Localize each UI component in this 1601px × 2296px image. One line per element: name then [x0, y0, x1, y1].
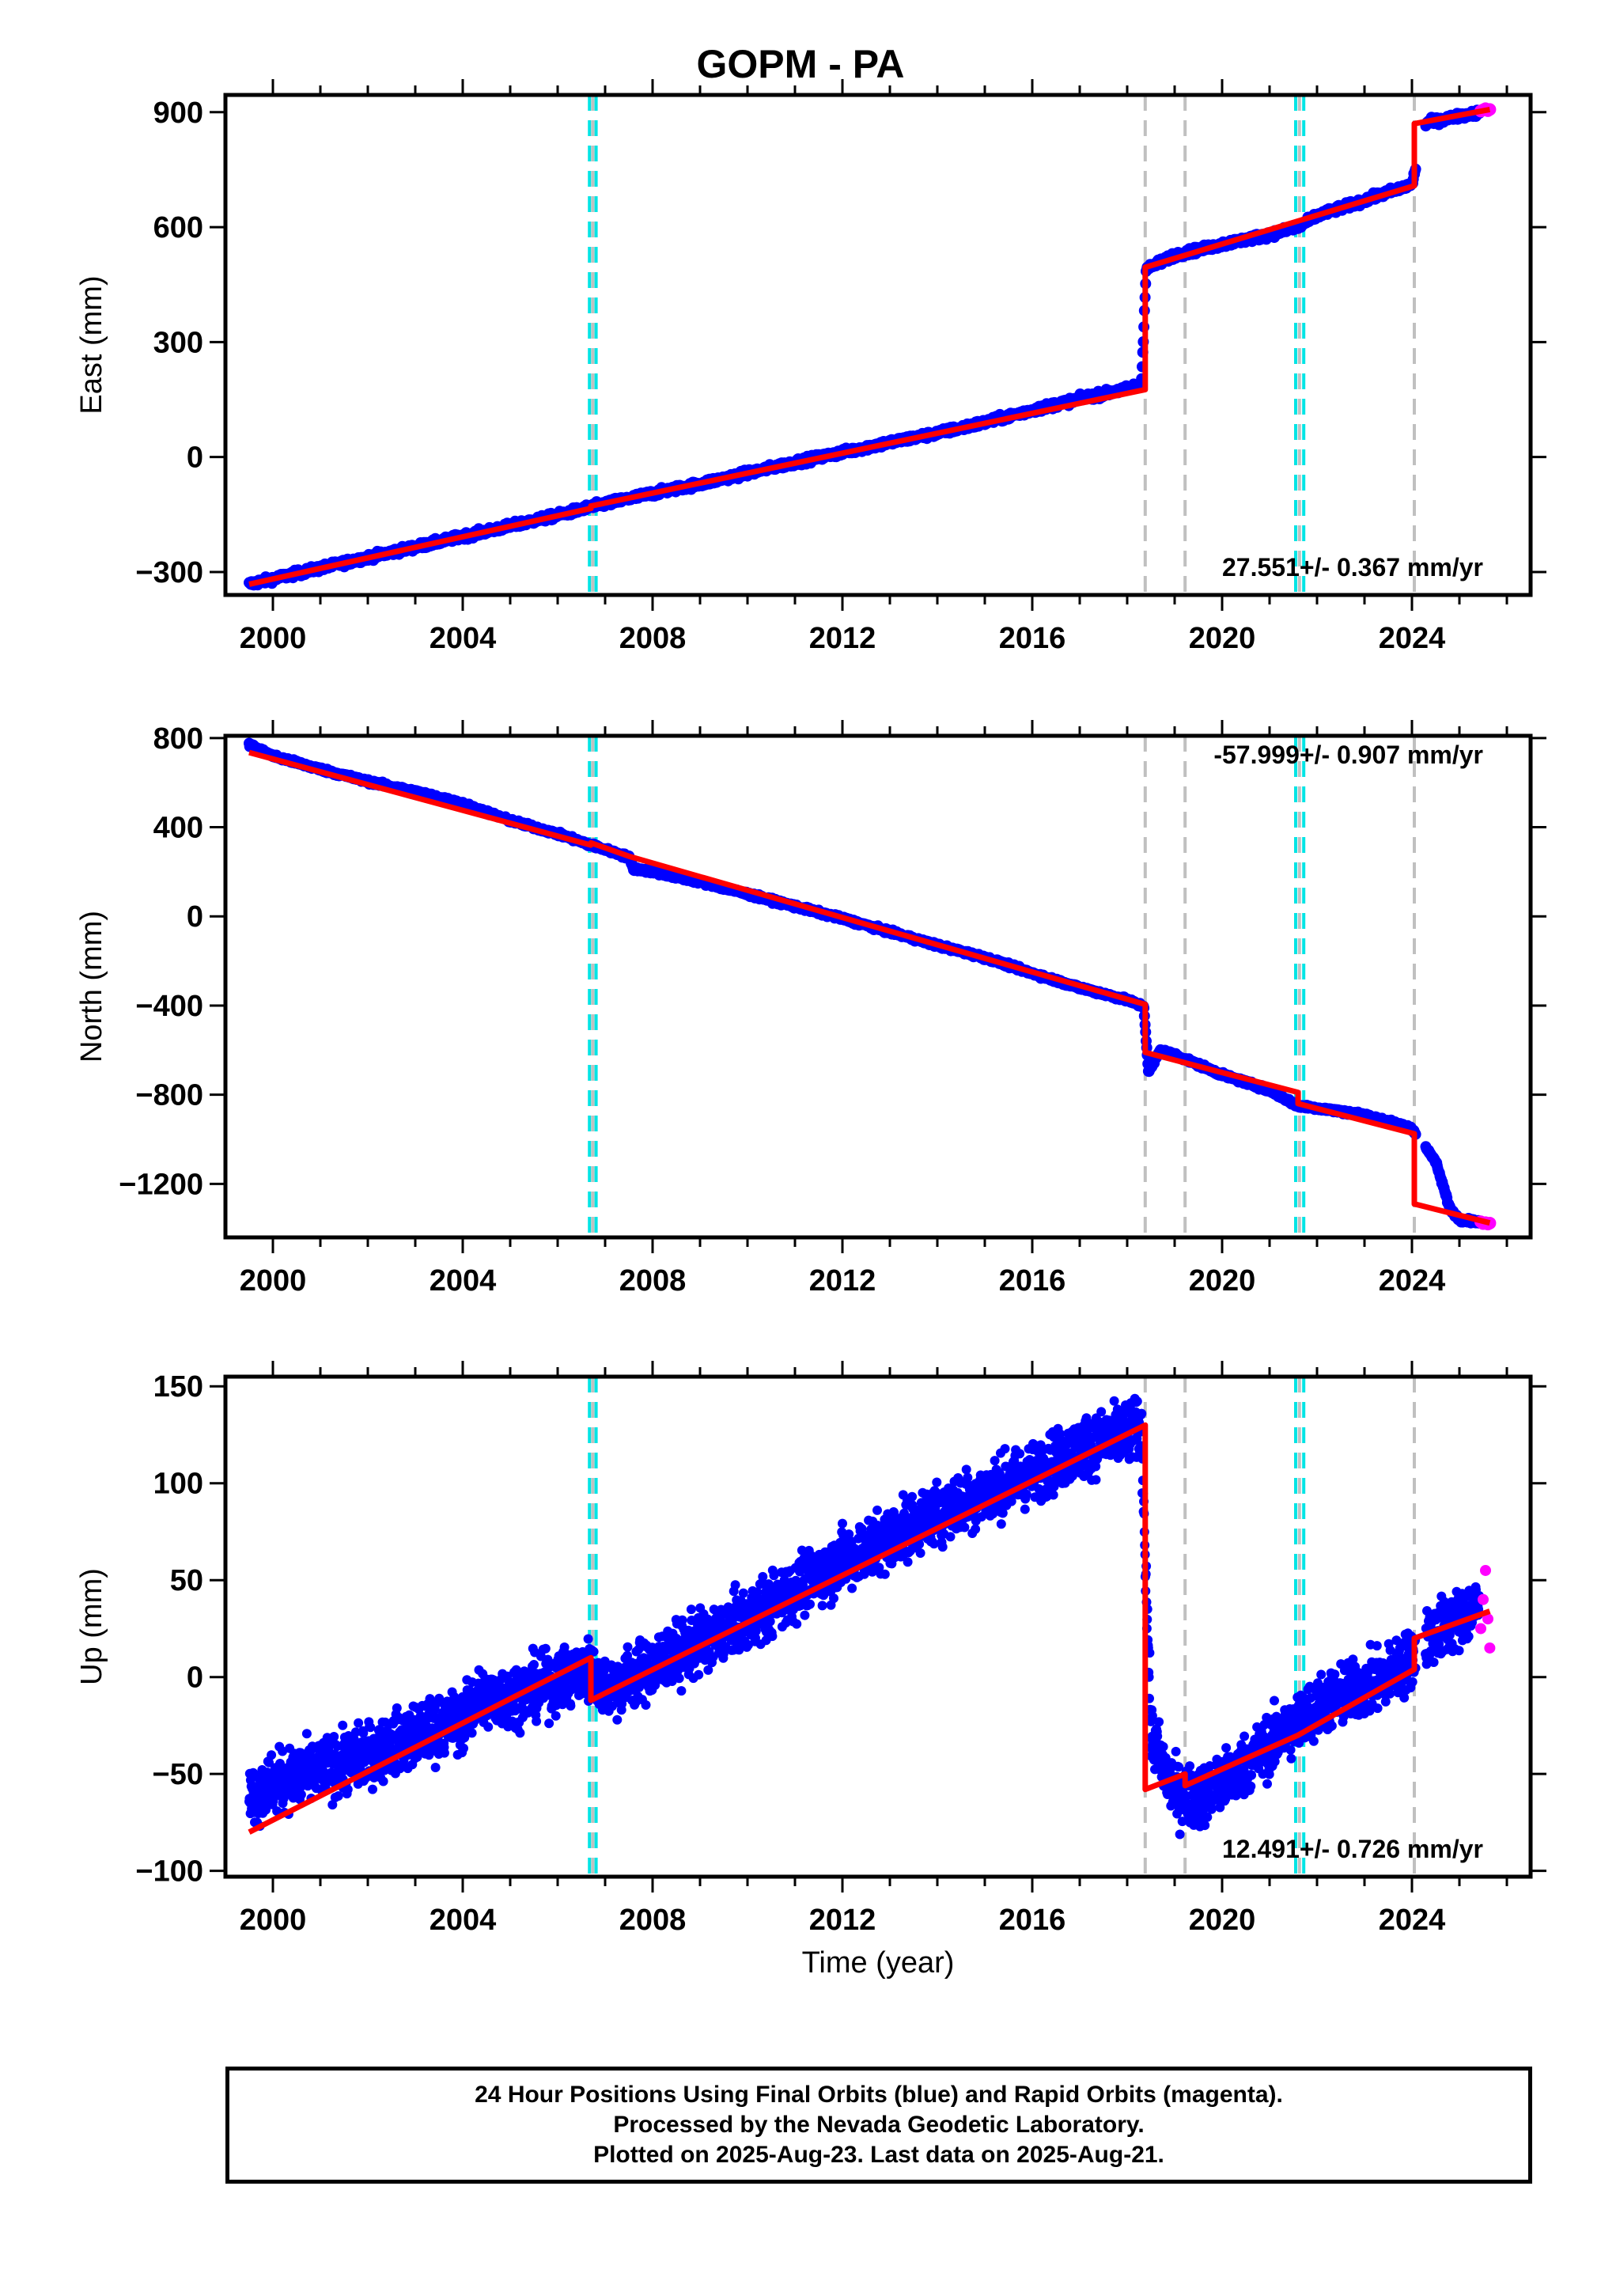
east-xtick-label-3: 2012 [809, 622, 876, 655]
east-model-line [248, 106, 1491, 587]
figure-title: GOPM - PA [697, 42, 905, 86]
up-final-point-108 [278, 1746, 288, 1756]
up-plot-area [244, 1377, 1496, 1877]
up-final-point-303 [338, 1720, 348, 1730]
panels-group: 2000 2004 2008 2012 2016 2020 2024 −300 0 300 600 9… [75, 79, 1546, 1980]
up-final-point-64 [264, 1757, 274, 1767]
east-rate-label: 27.551+/- 0.367 mm/yr [1222, 553, 1483, 582]
east-xtick-label-4: 2016 [999, 622, 1066, 655]
up-final-point-479 [392, 1703, 402, 1713]
up-panel: 2000 2004 2008 2012 2016 2020 2024−100−5005010… [75, 1361, 1546, 1937]
north-plot-area [244, 736, 1497, 1237]
east-panel: 2000 2004 2008 2012 2016 2020 2024 −300 0 300 600 9… [75, 79, 1546, 655]
east-y-axis-label: East (mm) [75, 275, 108, 414]
north-xtick-label-0: 2000 [240, 1264, 307, 1298]
up-final-point-435 [378, 1776, 388, 1786]
up-final-point-190 [303, 1781, 313, 1791]
east-ytick-label-0: −300 [135, 556, 203, 589]
up-final-point-354 [354, 1718, 364, 1728]
north-xtick-label-2: 2008 [619, 1264, 687, 1298]
up-final-point-289 [333, 1791, 343, 1801]
north-ytick-label-4: 400 [153, 812, 203, 845]
east-xtick-label-0: 2000 [240, 622, 307, 655]
east-xtick-label-1: 2004 [430, 622, 497, 655]
east-frame [223, 93, 1533, 597]
north-xtick-label-3: 2012 [809, 1264, 876, 1298]
up-final-point-393 [365, 1722, 376, 1733]
north-ytick-label-1: −800 [135, 1079, 203, 1112]
north-xtick-label-5: 2020 [1189, 1264, 1256, 1298]
up-final-point-187 [301, 1729, 312, 1739]
up-final-point-270 [327, 1800, 338, 1810]
east-xtick-label-5: 2020 [1189, 622, 1256, 655]
north-model-line [248, 749, 1491, 1226]
east-xtick-label-2: 2008 [619, 622, 687, 655]
north-xtick-label-1: 2004 [430, 1264, 497, 1298]
up-final-point-90 [272, 1806, 282, 1817]
east-xtick-label-6: 2024 [1379, 622, 1446, 655]
up-final-point-320 [343, 1784, 353, 1794]
up-final-point-346 [350, 1727, 361, 1737]
up-final-point-370 [358, 1728, 369, 1738]
north-ytick-label-0: −1200 [119, 1168, 203, 1201]
up-final-point-400 [368, 1784, 377, 1794]
north-xtick-label-4: 2016 [999, 1264, 1066, 1298]
up-final-point-275 [329, 1732, 339, 1741]
east-ytick-label-3: 600 [153, 211, 203, 244]
east-ytick-label-2: 300 [153, 326, 203, 359]
north-ytick-label-5: 800 [153, 722, 203, 756]
north-panel: 2000 2004 2008 2012 2016 2020 2024 −1200 −800 −40… [75, 720, 1546, 1298]
north-y-axis-label: North (mm) [75, 911, 108, 1063]
north-ytick-label-3: 0 [187, 900, 203, 934]
north-rate-label: -57.999+/- 0.907 mm/yr [1213, 741, 1483, 769]
east-ytick-label-4: 900 [153, 97, 203, 130]
up-final-point-169 [296, 1790, 306, 1800]
up-final-point-72 [267, 1750, 277, 1760]
east-ytick-label-1: 0 [187, 441, 203, 475]
north-frame [223, 733, 1533, 1240]
north-xtick-label-6: 2024 [1379, 1264, 1446, 1298]
north-ytick-label-2: −400 [135, 990, 203, 1023]
east-plot-area [244, 95, 1497, 595]
